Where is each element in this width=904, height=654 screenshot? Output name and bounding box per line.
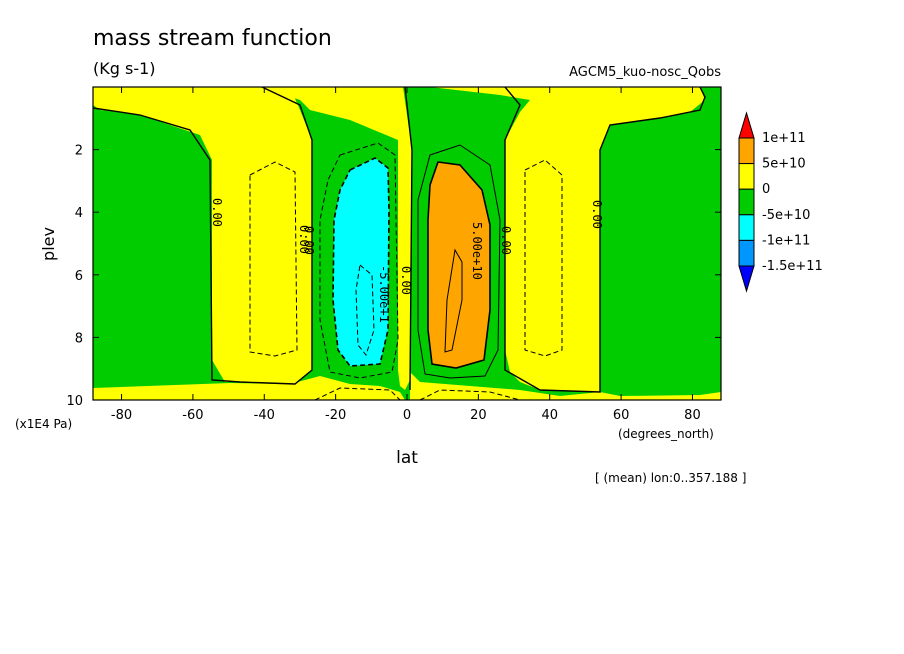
x-tick-label: 20 <box>470 408 487 423</box>
dashed-contour-south-inner <box>249 161 298 357</box>
x-tick-label: 0 <box>403 408 411 423</box>
colorbar-swatch <box>738 137 755 165</box>
x-axis-label: lat <box>396 448 418 468</box>
x-tick-label: -60 <box>182 408 203 423</box>
contour-lines <box>93 87 706 400</box>
x-tick-label: 40 <box>541 408 558 423</box>
x-axis-units: (degrees_north) <box>618 427 714 441</box>
contour-label: 0.00 <box>297 225 311 254</box>
y-tick-label: 10 <box>66 394 83 409</box>
orange-region-north-cell <box>427 161 491 369</box>
y-axis-ticks: 2 4 6 8 10 <box>66 144 721 409</box>
yellow-region-south-bottom <box>93 376 405 400</box>
x-tick-label: -20 <box>325 408 346 423</box>
yellow-region-north-bottom <box>410 372 721 400</box>
x-axis-ticks: -80 -60 -40 -20 0 20 40 60 80 <box>111 87 701 423</box>
footer-note: [ (mean) lon:0..357.188 ] <box>595 471 746 485</box>
chart-title: mass stream function <box>93 26 332 51</box>
zero-contour-north <box>504 87 706 393</box>
colorbar-label: -5e+10 <box>762 208 810 223</box>
colorbar-swatch <box>738 214 755 241</box>
colorbar: 1e+11 5e+10 0 -5e+10 -1e+11 -1.5e+11 <box>738 111 823 293</box>
zero-contour-equator <box>404 87 413 391</box>
y-tick-label: 2 <box>75 144 83 159</box>
dashed-contour-north-inner <box>524 159 563 357</box>
colorbar-label: 0 <box>762 182 770 197</box>
contour-label: 0.00 <box>590 200 604 229</box>
colorbar-label: -1.5e+11 <box>762 259 823 274</box>
x-tick-label: -40 <box>254 408 275 423</box>
x-tick-label: 80 <box>684 408 701 423</box>
colorbar-swatch <box>738 188 755 216</box>
contour-label: 5.00e+10 <box>470 222 484 280</box>
y-axis-units: (x1E4 Pa) <box>15 417 72 431</box>
contour-plot <box>93 87 721 400</box>
chart-units: (Kg s-1) <box>93 59 156 78</box>
contour-label: 0.00 <box>499 226 513 255</box>
colorbar-swatch <box>738 163 755 190</box>
dashed-contour-bottom-north <box>419 389 521 400</box>
zero-contour-south <box>93 87 313 385</box>
cyan-region-south-cell <box>332 157 390 367</box>
colorbar-label: -1e+11 <box>762 233 810 248</box>
dashed-contour-bottom-south <box>314 387 401 400</box>
contour-label-group: 5.00e+10 -5.00e+1 0.00 0.00 0.00 0.00 0.… <box>210 198 604 323</box>
x-tick-label: 60 <box>613 408 630 423</box>
dashed-contour-south-cell-core <box>355 264 375 357</box>
colorbar-top-arrow <box>738 111 755 139</box>
contour-label: 0.00 <box>399 266 413 295</box>
solid-contour-north-cell-outer <box>417 144 501 379</box>
yellow-region-middle <box>262 87 412 390</box>
y-tick-label: 8 <box>75 331 83 346</box>
yellow-region-subtropics-south <box>93 87 312 384</box>
contour-label: -5.00e+1 <box>377 265 391 323</box>
solid-contour-north-cell-core <box>444 248 463 353</box>
x-tick-label: -80 <box>111 408 132 423</box>
yellow-region-central <box>262 87 705 392</box>
colorbar-swatch <box>738 239 755 267</box>
y-axis-label: plev <box>39 227 58 261</box>
colorbar-label: 5e+10 <box>762 157 806 172</box>
colorbar-bottom-arrow <box>738 265 755 293</box>
contour-label: 0.00 <box>210 198 224 227</box>
dashed-contour-south-cell-outer <box>319 142 399 379</box>
y-tick-label: 6 <box>75 269 83 284</box>
y-tick-label: 4 <box>75 206 83 221</box>
colorbar-label: 1e+11 <box>762 131 806 146</box>
experiment-label: AGCM5_kuo-nosc_Qobs <box>569 65 721 80</box>
contour-label: 0.00 <box>302 226 316 255</box>
